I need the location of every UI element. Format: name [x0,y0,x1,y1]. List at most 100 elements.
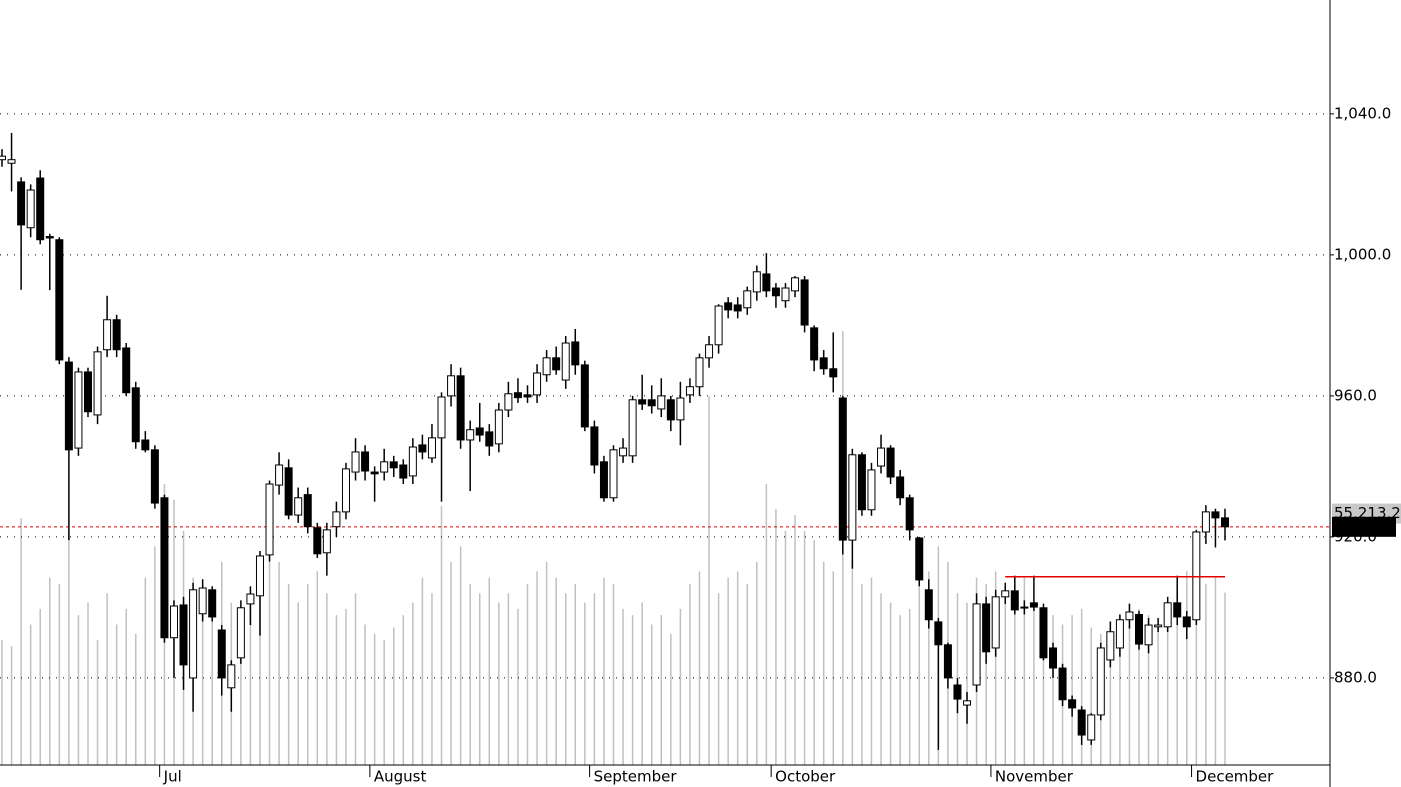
candle-body [752,271,761,293]
x-tick-label: October [775,768,836,786]
candle-body [1144,624,1153,646]
candle-body [36,177,45,241]
candle-body [934,621,943,646]
candle-body [408,446,417,477]
candle-body [571,341,580,366]
x-tick-label: August [374,768,427,786]
candle-body [255,555,264,597]
candle-body [1096,647,1105,716]
candle-body [17,181,26,226]
candle-body [103,319,112,351]
candle-body [552,357,561,371]
candle-body [504,393,513,411]
candle-body [341,468,350,513]
candle-body [943,644,952,679]
candle-body [447,375,456,397]
candle-body [64,361,73,451]
candle-body [418,444,427,453]
candle-body [284,467,293,516]
candle-body [896,476,905,499]
candle-body [1163,602,1172,628]
candle-body [724,302,733,311]
candle-body [542,357,551,376]
candle-body [26,189,35,229]
candle-body [1173,602,1182,618]
candle-body [1087,714,1096,741]
candle-body [972,603,981,686]
candle-body [1106,631,1115,661]
candle-body [456,375,465,441]
candle-body [1211,511,1220,519]
candle-body [714,305,723,346]
candle-body [332,511,341,528]
candle-body [1020,606,1029,609]
candle-body [361,451,370,472]
candle-body [523,394,532,398]
candle-body [857,454,866,511]
candle-body [1049,647,1058,669]
candle-body [1115,619,1124,649]
candle-body [733,304,742,312]
candle-body [800,279,809,326]
candle-body [533,372,542,396]
candle-body [179,604,188,666]
candle-body [810,327,819,361]
candle-body [189,589,198,679]
candle-body [647,399,656,407]
candle-body [389,461,398,469]
candle-body [380,461,389,473]
candle-body [1182,616,1191,628]
candle-body [141,439,150,451]
candle-body [122,347,131,394]
candle-body [590,426,599,466]
candle-body [7,159,16,164]
candle-body [150,449,159,504]
candle-body [1077,709,1086,736]
candle-body [705,344,714,359]
candle-body [1135,613,1144,645]
candle-body [313,527,322,555]
candle-body [246,593,255,605]
y-tick-label: 1,040.0 [1334,104,1391,122]
candle-body [953,684,962,700]
candle-body [1001,590,1010,598]
candle-body [580,364,589,428]
candle-body [676,397,685,421]
candle-body [160,497,169,639]
candle-body [829,368,838,378]
candle-body [275,464,284,486]
candle-body [599,461,608,499]
candle-body [657,395,666,410]
candle-body [466,429,475,441]
candle-body [609,449,618,499]
candle-body [915,537,924,581]
y-tick-label: 1,000.0 [1334,245,1391,263]
candle-body [55,239,64,361]
candle-body [399,464,408,479]
candle-body [867,469,876,511]
candle-body [294,497,303,516]
candle-body [513,392,522,399]
x-tick-label: December [1196,768,1275,786]
candle-body [1201,511,1210,533]
x-tick-label: September [594,768,678,786]
candle-body [905,497,914,531]
candle-body [695,357,704,388]
candle-body [762,273,771,292]
candle-body [208,589,217,618]
candle-body [112,319,121,351]
candle-body [198,587,207,615]
candle-body [303,494,312,528]
candle-body [0,155,6,161]
candle-body [619,447,628,457]
candle-body [1068,699,1077,709]
candle-body [93,351,102,416]
candle-body [370,471,379,475]
candle-body [74,371,83,449]
candle-body [963,700,972,706]
y-tick-label: 960.0 [1334,386,1377,404]
candle-body [265,483,274,556]
candle-body [351,451,360,473]
candle-body [743,290,752,309]
